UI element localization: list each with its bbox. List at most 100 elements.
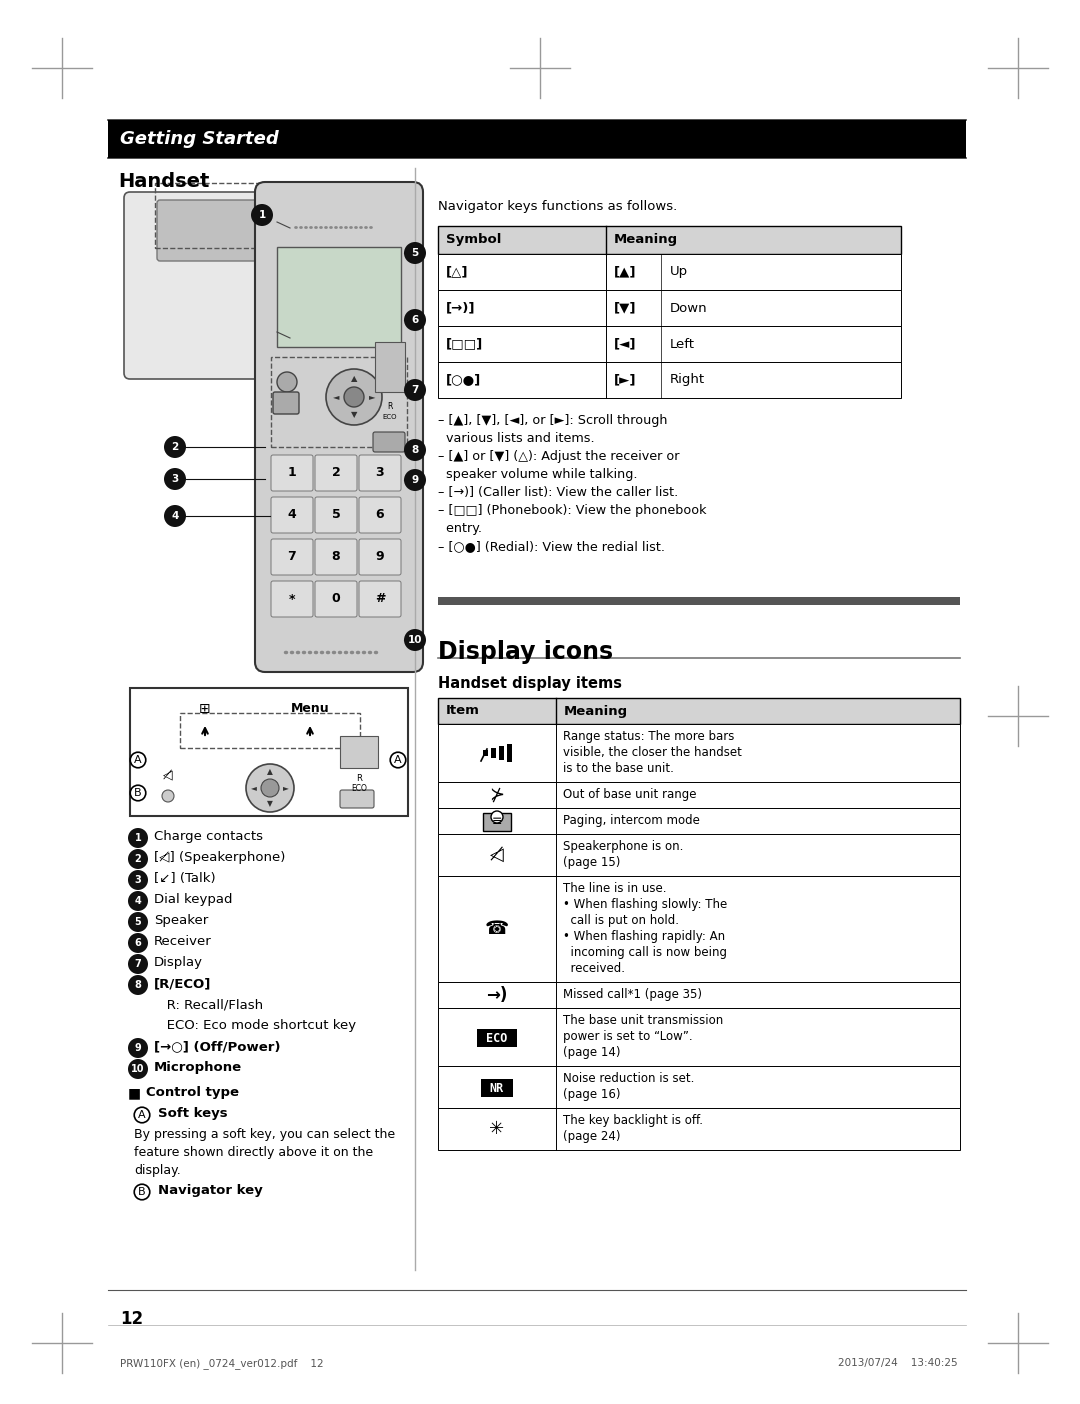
Text: – [▲] or [▼] (△): Adjust the receiver or: – [▲] or [▼] (△): Adjust the receiver or [438, 451, 679, 463]
Text: [▼]: [▼] [615, 302, 636, 314]
Bar [438, 326, 901, 362]
Circle shape [404, 629, 426, 651]
FancyBboxPatch shape [271, 581, 313, 616]
Text: 6: 6 [376, 508, 384, 521]
Text: Soft keys: Soft keys [158, 1106, 228, 1120]
Text: Menu: Menu [291, 702, 329, 715]
Bar [180, 713, 360, 748]
Circle shape [162, 790, 174, 802]
Bar [483, 750, 488, 755]
Bar [438, 362, 901, 397]
Bar [483, 813, 511, 831]
Text: NR: NR [490, 1081, 504, 1095]
Text: 7: 7 [411, 385, 419, 395]
Text: Range status: The more bars: Range status: The more bars [563, 730, 734, 743]
Bar [438, 291, 901, 326]
Text: Noise reduction is set.: Noise reduction is set. [563, 1073, 694, 1085]
Bar [438, 226, 901, 254]
FancyBboxPatch shape [359, 497, 401, 534]
Text: 5: 5 [135, 917, 141, 927]
Bar [156, 183, 260, 249]
Text: 4: 4 [287, 508, 296, 521]
FancyBboxPatch shape [315, 581, 357, 616]
Text: [→○] (Off/Power): [→○] (Off/Power) [154, 1040, 281, 1053]
Text: – [→)] (Caller list): View the caller list.: – [→)] (Caller list): View the caller li… [438, 486, 678, 498]
Text: ECO: ECO [351, 783, 367, 793]
Text: The line is in use.: The line is in use. [563, 882, 666, 894]
Circle shape [164, 505, 186, 526]
Circle shape [129, 953, 148, 974]
Text: (page 24): (page 24) [563, 1130, 621, 1143]
Circle shape [129, 849, 148, 869]
Text: 5: 5 [332, 508, 340, 521]
FancyBboxPatch shape [255, 183, 423, 673]
Circle shape [129, 870, 148, 890]
Circle shape [345, 388, 364, 407]
Text: 8: 8 [135, 980, 141, 990]
FancyBboxPatch shape [273, 392, 299, 414]
Text: Microphone: Microphone [154, 1061, 242, 1074]
Circle shape [404, 469, 426, 491]
Circle shape [129, 828, 148, 848]
Text: A: A [138, 1111, 146, 1120]
Bar [507, 744, 512, 762]
FancyBboxPatch shape [315, 539, 357, 576]
Text: 1: 1 [287, 466, 296, 480]
Text: 8: 8 [411, 445, 419, 455]
Text: Handset: Handset [118, 173, 210, 191]
Text: feature shown directly above it on the: feature shown directly above it on the [134, 1146, 373, 1158]
Text: Display: Display [154, 956, 203, 969]
Text: ✳: ✳ [489, 1120, 504, 1139]
Text: ECO: Eco mode shortcut key: ECO: Eco mode shortcut key [154, 1019, 356, 1032]
Text: 3: 3 [172, 475, 178, 484]
Circle shape [164, 468, 186, 490]
Text: ECO: ECO [486, 1032, 508, 1045]
Text: [►]: [►] [615, 373, 636, 386]
Text: 12: 12 [120, 1310, 144, 1328]
Circle shape [129, 892, 148, 911]
Bar [438, 1008, 960, 1066]
Text: (page 14): (page 14) [563, 1046, 621, 1059]
Text: Handset display items: Handset display items [438, 675, 622, 691]
Text: ◁̸: ◁̸ [163, 769, 173, 782]
Text: 3: 3 [135, 875, 141, 885]
Bar [438, 782, 960, 807]
Text: ▲: ▲ [267, 768, 273, 776]
FancyBboxPatch shape [157, 199, 258, 261]
Text: B: B [138, 1186, 146, 1198]
Text: Left: Left [670, 337, 696, 351]
Text: Meaning: Meaning [564, 705, 629, 717]
Text: Missed call*1 (page 35): Missed call*1 (page 35) [563, 988, 702, 1001]
Text: • When flashing slowly: The: • When flashing slowly: The [563, 899, 727, 911]
Bar [499, 746, 504, 760]
Text: The base unit transmission: The base unit transmission [563, 1014, 724, 1026]
Circle shape [129, 1038, 148, 1059]
Text: [◄]: [◄] [615, 337, 636, 351]
Text: Right: Right [670, 373, 705, 386]
Text: Meaning: Meaning [615, 233, 678, 247]
Text: 9: 9 [135, 1043, 141, 1053]
Text: (page 16): (page 16) [563, 1088, 621, 1101]
Circle shape [326, 369, 382, 425]
Text: R: R [388, 402, 393, 411]
FancyBboxPatch shape [340, 790, 374, 807]
Text: Down: Down [670, 302, 707, 314]
Text: Up: Up [670, 265, 688, 278]
Text: #: # [375, 592, 386, 605]
Text: Symbol: Symbol [446, 233, 501, 247]
Text: ►: ► [368, 393, 375, 402]
Circle shape [404, 309, 426, 331]
Text: PRW110FX (en) _0724_ver012.pdf    12: PRW110FX (en) _0724_ver012.pdf 12 [120, 1358, 324, 1369]
Circle shape [491, 812, 503, 823]
Text: R: Recall/Flash: R: Recall/Flash [154, 998, 264, 1011]
Text: 3: 3 [376, 466, 384, 480]
Text: incoming call is now being: incoming call is now being [563, 946, 727, 959]
Text: • When flashing rapidly: An: • When flashing rapidly: An [563, 929, 725, 943]
FancyBboxPatch shape [315, 455, 357, 491]
Text: 9: 9 [411, 475, 419, 484]
Text: various lists and items.: various lists and items. [438, 432, 595, 445]
Text: 9: 9 [376, 550, 384, 563]
Text: call is put on hold.: call is put on hold. [563, 914, 679, 927]
Text: – [○●] (Redial): View the redial list.: – [○●] (Redial): View the redial list. [438, 541, 665, 553]
Bar [130, 688, 408, 816]
